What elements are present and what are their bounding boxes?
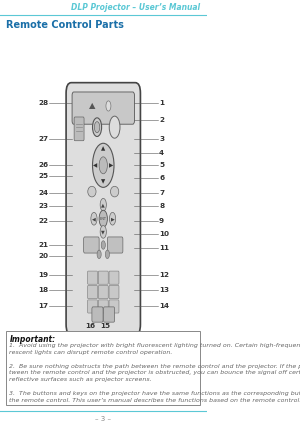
Text: ▼: ▼ (101, 179, 105, 184)
Text: 28: 28 (38, 100, 49, 106)
Circle shape (105, 250, 110, 259)
Text: reflective surfaces such as projector screens.: reflective surfaces such as projector sc… (9, 377, 152, 382)
FancyBboxPatch shape (88, 300, 98, 313)
Text: tween the remote control and the projector is obstructed, you can bounce the sig: tween the remote control and the project… (9, 371, 300, 376)
Text: 4: 4 (159, 150, 164, 156)
Text: 15: 15 (100, 323, 110, 329)
Text: 1.  Avoid using the projector with bright fluorescent lighting turned on. Certai: 1. Avoid using the projector with bright… (9, 343, 300, 349)
Text: 2: 2 (159, 117, 164, 123)
Text: DLP Projector – User’s Manual: DLP Projector – User’s Manual (71, 3, 200, 12)
FancyBboxPatch shape (72, 92, 134, 124)
FancyBboxPatch shape (107, 237, 123, 253)
Text: 25: 25 (38, 173, 49, 179)
FancyBboxPatch shape (109, 300, 119, 313)
Text: 3: 3 (159, 136, 164, 142)
Text: ◀: ◀ (93, 163, 98, 168)
FancyBboxPatch shape (109, 285, 119, 298)
Text: Important:: Important: (10, 335, 56, 344)
Circle shape (100, 226, 106, 238)
FancyBboxPatch shape (6, 331, 200, 405)
Circle shape (109, 116, 120, 138)
Circle shape (91, 212, 97, 225)
FancyBboxPatch shape (98, 285, 108, 298)
Circle shape (106, 101, 111, 111)
Text: ▲: ▲ (101, 147, 105, 152)
Text: 8: 8 (159, 204, 164, 209)
Text: 7: 7 (159, 190, 164, 196)
FancyBboxPatch shape (88, 271, 98, 284)
Circle shape (92, 118, 102, 137)
Text: 21: 21 (38, 242, 49, 248)
Text: ▶: ▶ (111, 216, 114, 221)
Text: 22: 22 (38, 218, 49, 224)
Circle shape (94, 122, 100, 133)
Text: 20: 20 (38, 254, 49, 259)
Text: 5: 5 (159, 162, 164, 168)
Ellipse shape (88, 186, 96, 197)
Text: 19: 19 (38, 272, 49, 278)
Text: – 3 –: – 3 – (95, 416, 111, 422)
Text: 27: 27 (38, 136, 49, 142)
Text: ▶: ▶ (109, 163, 113, 168)
FancyBboxPatch shape (92, 307, 103, 322)
FancyBboxPatch shape (84, 237, 99, 253)
Circle shape (100, 198, 106, 211)
Circle shape (92, 143, 114, 187)
Text: 9: 9 (159, 218, 164, 224)
FancyBboxPatch shape (66, 83, 140, 335)
Ellipse shape (110, 186, 119, 197)
Text: ENT: ENT (100, 217, 107, 221)
Text: ▲: ▲ (101, 202, 105, 207)
Text: Remote Control Parts: Remote Control Parts (6, 20, 124, 31)
Text: 26: 26 (38, 162, 49, 168)
Text: 13: 13 (159, 287, 169, 293)
Text: 18: 18 (38, 287, 49, 293)
Text: 23: 23 (38, 204, 49, 209)
Text: 11: 11 (159, 245, 169, 251)
FancyBboxPatch shape (109, 271, 119, 284)
Circle shape (99, 210, 107, 227)
Text: ◀: ◀ (92, 216, 96, 221)
Circle shape (97, 250, 101, 259)
Text: ▼: ▼ (101, 229, 105, 234)
FancyBboxPatch shape (98, 271, 108, 284)
Circle shape (110, 212, 116, 225)
FancyBboxPatch shape (98, 300, 108, 313)
Text: 3.  The buttons and keys on the projector have the same functions as the corresp: 3. The buttons and keys on the projector… (9, 391, 300, 396)
Text: 1: 1 (159, 100, 164, 106)
Text: 10: 10 (159, 232, 169, 237)
FancyBboxPatch shape (103, 307, 115, 322)
Text: 24: 24 (38, 190, 49, 196)
Text: 2.  Be sure nothing obstructs the path between the remote control and the projec: 2. Be sure nothing obstructs the path be… (9, 364, 300, 369)
FancyBboxPatch shape (88, 285, 98, 298)
Text: 6: 6 (159, 175, 164, 181)
FancyBboxPatch shape (74, 117, 84, 141)
Text: ▲: ▲ (89, 101, 95, 111)
Circle shape (101, 241, 105, 249)
Text: 14: 14 (159, 303, 169, 309)
Circle shape (99, 157, 107, 174)
Text: 17: 17 (38, 303, 49, 309)
Text: rescent lights can disrupt remote control operation.: rescent lights can disrupt remote contro… (9, 350, 172, 355)
Text: the remote control. This user’s manual describes the functions based on the remo: the remote control. This user’s manual d… (9, 398, 300, 403)
Text: 16: 16 (85, 323, 95, 329)
Text: 12: 12 (159, 272, 169, 278)
